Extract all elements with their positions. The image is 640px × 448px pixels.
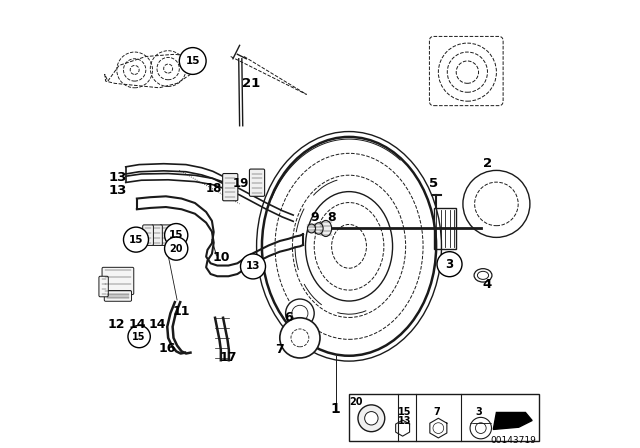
Text: 14: 14 <box>148 318 166 331</box>
Ellipse shape <box>320 220 332 237</box>
Text: 7: 7 <box>434 408 440 418</box>
Text: 13: 13 <box>398 415 412 426</box>
Text: 15: 15 <box>129 235 143 245</box>
Text: 17: 17 <box>220 352 237 365</box>
FancyBboxPatch shape <box>152 225 163 246</box>
Text: 3: 3 <box>475 408 482 418</box>
Text: 18: 18 <box>206 182 222 195</box>
Text: 9: 9 <box>310 211 319 224</box>
Text: 1: 1 <box>331 402 340 416</box>
Text: 6: 6 <box>284 311 293 324</box>
Circle shape <box>437 252 462 277</box>
Bar <box>349 394 539 440</box>
Text: 8: 8 <box>328 211 337 224</box>
Circle shape <box>164 224 188 247</box>
FancyBboxPatch shape <box>159 225 172 246</box>
Text: 13: 13 <box>109 171 127 184</box>
Text: 13: 13 <box>246 262 260 271</box>
Circle shape <box>358 405 385 432</box>
Circle shape <box>124 227 148 252</box>
Ellipse shape <box>307 224 316 233</box>
FancyBboxPatch shape <box>99 276 108 297</box>
Text: 12: 12 <box>108 318 125 331</box>
Text: 19: 19 <box>233 177 249 190</box>
Text: 15: 15 <box>132 332 146 341</box>
Circle shape <box>179 47 206 74</box>
Text: 10: 10 <box>212 251 230 264</box>
Text: 20: 20 <box>349 397 362 407</box>
Text: 13: 13 <box>109 184 127 197</box>
Text: 21: 21 <box>242 77 260 90</box>
Text: 3: 3 <box>445 258 454 271</box>
FancyBboxPatch shape <box>250 169 264 196</box>
Text: 5: 5 <box>429 177 438 190</box>
FancyBboxPatch shape <box>102 267 134 295</box>
FancyBboxPatch shape <box>223 173 238 201</box>
FancyBboxPatch shape <box>104 291 132 301</box>
Text: 15: 15 <box>398 408 412 418</box>
Text: 20: 20 <box>170 244 183 254</box>
Text: 14: 14 <box>128 318 146 331</box>
Circle shape <box>164 237 188 260</box>
Polygon shape <box>493 413 532 430</box>
Circle shape <box>241 254 266 279</box>
Text: 15: 15 <box>186 56 200 66</box>
Text: 00143719: 00143719 <box>491 436 536 445</box>
Circle shape <box>280 318 320 358</box>
Text: 11: 11 <box>173 305 190 318</box>
Text: 15: 15 <box>169 230 184 240</box>
Circle shape <box>365 412 378 425</box>
Circle shape <box>285 299 314 327</box>
Text: 2: 2 <box>483 157 492 170</box>
Ellipse shape <box>314 223 323 234</box>
Text: 7: 7 <box>275 343 284 356</box>
Circle shape <box>128 325 150 348</box>
FancyBboxPatch shape <box>143 225 154 246</box>
Text: 4: 4 <box>483 278 492 291</box>
Text: 16: 16 <box>159 342 176 355</box>
